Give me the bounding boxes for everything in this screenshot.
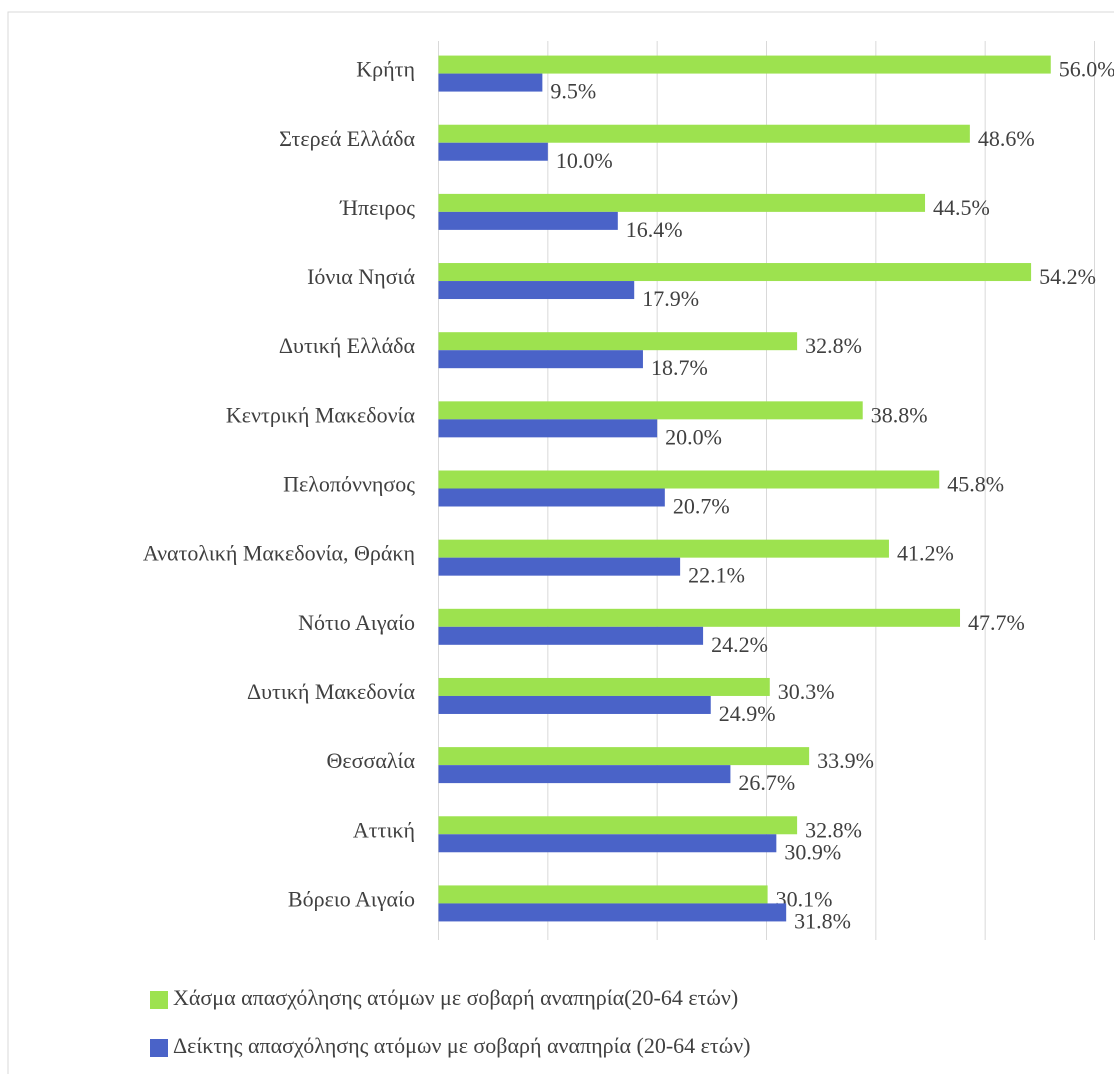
data-label: 54.2% xyxy=(1039,264,1096,289)
chart-border xyxy=(7,11,1114,1074)
data-label: 44.5% xyxy=(933,195,990,220)
bar xyxy=(438,263,1032,282)
legend-swatch xyxy=(150,991,168,1009)
data-label: 32.8% xyxy=(805,333,862,358)
bar xyxy=(438,193,926,212)
bar xyxy=(438,281,635,300)
bar xyxy=(438,903,787,922)
y-tick-label: Βόρειο Αιγαίο xyxy=(288,886,415,911)
bar xyxy=(438,332,798,351)
data-label: 41.2% xyxy=(897,541,954,566)
bar xyxy=(438,73,543,92)
data-label: 16.4% xyxy=(626,217,683,242)
y-tick-label: Αττική xyxy=(353,817,415,842)
y-tick-label: Δυτική Ελλάδα xyxy=(279,333,416,358)
data-label: 18.7% xyxy=(651,355,708,380)
bar xyxy=(438,55,1051,74)
data-label: 45.8% xyxy=(947,472,1004,497)
y-tick-label: Δυτική Μακεδονία xyxy=(247,679,416,704)
bar xyxy=(438,695,711,714)
data-label: 24.2% xyxy=(711,632,768,657)
bar xyxy=(438,142,548,161)
bar xyxy=(438,816,798,835)
data-label: 17.9% xyxy=(642,286,699,311)
y-tick-label: Στερεά Ελλάδα xyxy=(279,126,415,151)
bar xyxy=(438,557,681,576)
y-tick-label: Κεντρική Μακεδονία xyxy=(226,402,416,427)
bar xyxy=(438,211,618,230)
bar xyxy=(438,747,810,766)
legend-label: Δείκτης απασχόλησης ατόμων με σοβαρή ανα… xyxy=(173,1033,751,1058)
bar xyxy=(438,677,770,696)
y-tick-label: Ιόνια Νησιά xyxy=(307,264,415,289)
data-label: 20.7% xyxy=(673,494,730,519)
data-label: 22.1% xyxy=(688,563,745,588)
y-tick-label: Πελοπόννησος xyxy=(283,472,415,497)
y-tick-label: Ήπειρος xyxy=(339,195,415,220)
data-label: 26.7% xyxy=(738,770,795,795)
bar xyxy=(438,608,961,627)
data-label: 31.8% xyxy=(794,908,851,933)
bar xyxy=(438,350,643,369)
data-label: 48.6% xyxy=(978,126,1035,151)
data-label: 32.8% xyxy=(805,817,862,842)
y-tick-label: Θεσσαλία xyxy=(327,748,416,773)
data-label: 30.9% xyxy=(784,839,841,864)
bar xyxy=(438,885,768,904)
data-label: 9.5% xyxy=(550,79,596,104)
data-label: 20.0% xyxy=(665,424,722,449)
bar xyxy=(438,470,940,489)
legend-swatch xyxy=(150,1039,168,1057)
y-tick-label: Κρήτη xyxy=(356,57,415,82)
data-label: 33.9% xyxy=(817,748,874,773)
y-tick-label: Νότιο Αιγαίο xyxy=(298,610,415,635)
legend-label: Χάσμα απασχόλησης ατόμων με σοβαρή αναπη… xyxy=(173,985,738,1010)
data-label: 30.3% xyxy=(778,679,835,704)
bar xyxy=(438,539,889,558)
data-label: 10.0% xyxy=(556,148,613,173)
data-label: 24.9% xyxy=(719,701,776,726)
bar xyxy=(438,626,704,645)
bar xyxy=(438,401,863,420)
bar xyxy=(438,124,970,143)
bar xyxy=(438,488,665,507)
bar xyxy=(438,834,777,853)
bar xyxy=(438,765,731,784)
y-tick-label: Ανατολική Μακεδονία, Θράκη xyxy=(143,541,415,566)
data-label: 47.7% xyxy=(968,610,1025,635)
bar xyxy=(438,419,658,438)
data-label: 38.8% xyxy=(871,402,928,427)
data-label: 56.0% xyxy=(1059,57,1114,82)
